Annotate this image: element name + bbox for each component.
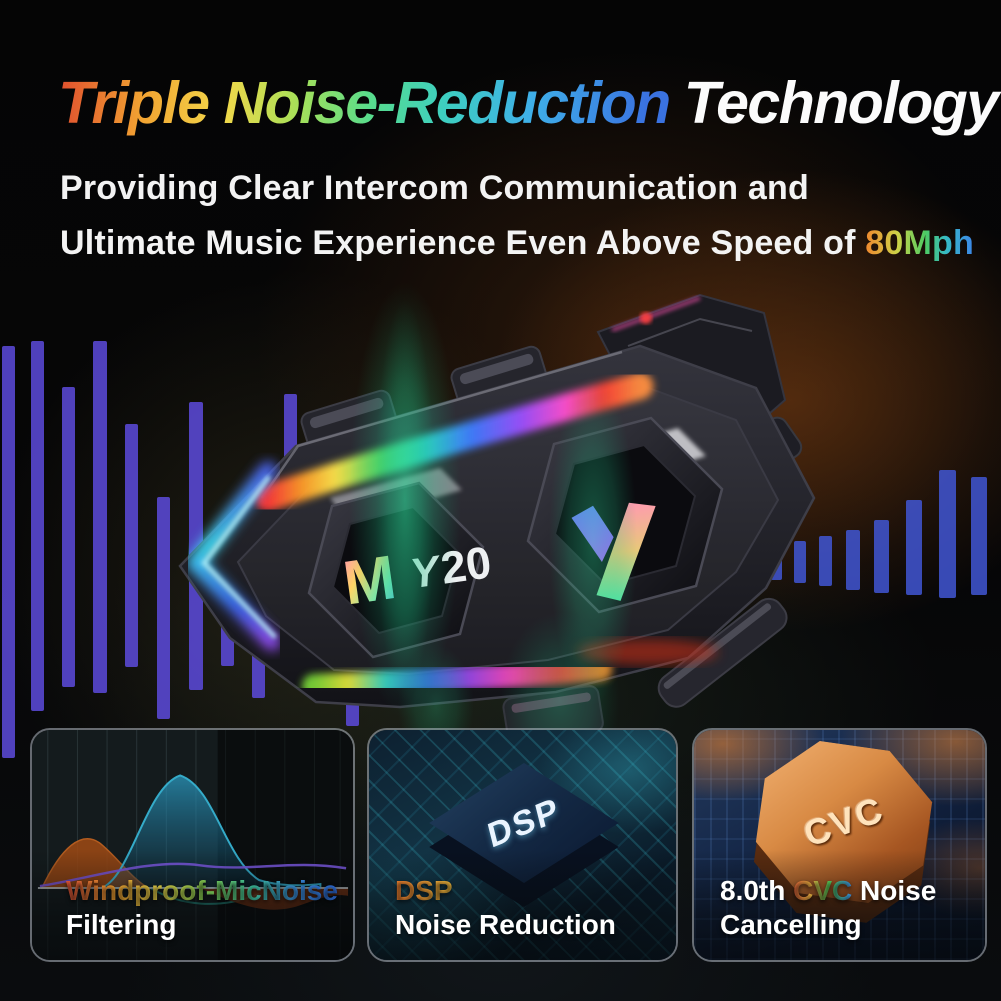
feature-heading-gradient: CVC xyxy=(793,875,853,906)
title-plain-text: Technology xyxy=(683,70,999,136)
dsp-chip-label: DSP xyxy=(484,789,564,856)
feature-panel-cvc: CVC 8.0th CVC Noise Cancelling xyxy=(692,728,987,962)
eq-bar xyxy=(157,497,170,719)
cvc-chip-label: CVC xyxy=(798,788,890,855)
subtitle: Providing Clear Intercom Communication a… xyxy=(60,161,974,271)
feature-heading-dsp: DSP Noise Reduction xyxy=(395,874,616,942)
eq-bar xyxy=(971,477,987,595)
eq-bar xyxy=(125,424,138,667)
feature-panel-windproof: Windproof-MicNoise Filtering xyxy=(30,728,355,962)
eq-bar xyxy=(93,341,107,693)
feature-heading-rest: Noise Cancelling xyxy=(720,875,937,940)
eq-bar xyxy=(794,541,806,583)
mount-arm xyxy=(657,597,788,708)
feature-heading-prefix: 8.0th xyxy=(720,875,794,906)
feature-heading-rest: Filtering xyxy=(66,909,177,940)
panel-shade xyxy=(32,850,353,960)
panel-shade xyxy=(369,850,676,960)
feature-panel-dsp: DSP DSP Noise Reduction xyxy=(367,728,678,962)
speed-highlight: 80Mph xyxy=(865,224,974,262)
eq-bar xyxy=(874,520,889,593)
page-title: Triple Noise-Reduction Technology xyxy=(58,74,999,133)
subtitle-line2-text: Ultimate Music Experience Even Above Spe… xyxy=(60,224,866,262)
eq-bar xyxy=(2,346,15,758)
feature-heading-gradient: DSP xyxy=(395,874,616,908)
eq-bar xyxy=(906,500,922,595)
rgb-edge-glow-left xyxy=(184,461,281,651)
eq-bar xyxy=(819,536,832,586)
eq-bar xyxy=(62,387,75,687)
eq-bar xyxy=(846,530,860,590)
panel-shade xyxy=(694,850,985,960)
feature-heading-rest: Noise Reduction xyxy=(395,909,616,940)
title-gradient-text: Triple Noise-Reduction xyxy=(58,70,671,136)
feature-heading-gradient: Windproof-MicNoise xyxy=(66,875,338,906)
eq-bar xyxy=(939,470,956,598)
feature-heading-windproof: Windproof-MicNoise Filtering xyxy=(66,874,338,942)
eq-bar xyxy=(189,402,203,690)
feature-heading-cvc: 8.0th CVC Noise Cancelling xyxy=(720,874,965,942)
subtitle-line2: Ultimate Music Experience Even Above Spe… xyxy=(60,216,974,271)
subtitle-line1: Providing Clear Intercom Communication a… xyxy=(60,169,809,207)
eq-bar xyxy=(31,341,44,711)
